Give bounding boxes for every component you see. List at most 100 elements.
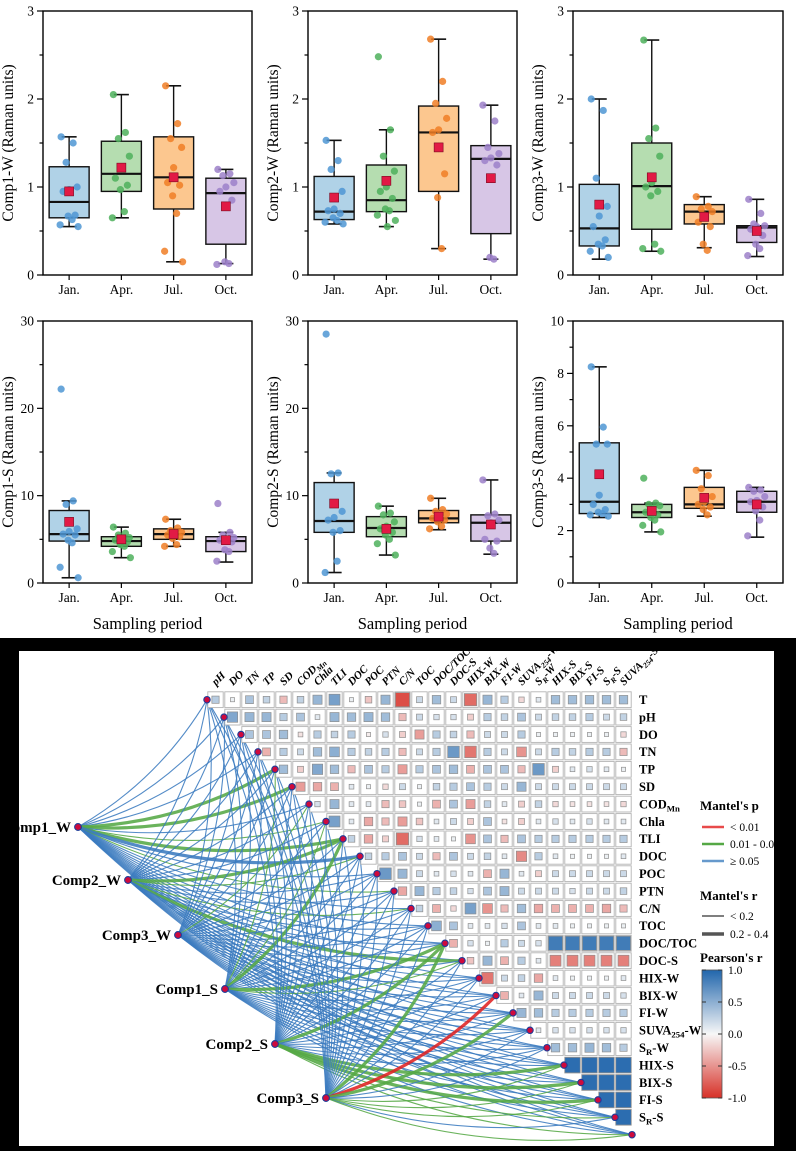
svg-text:1: 1 <box>292 180 299 195</box>
svg-text:Oct.: Oct. <box>214 282 237 297</box>
mantel-network-heatmap: pH DO TN TP SD CODMn Chla TLI DOC POC PTN C/N TOC DOC… <box>0 638 796 1151</box>
svg-text:Jul.: Jul. <box>695 282 714 297</box>
svg-text:2: 2 <box>557 523 564 538</box>
svg-text:BIX-S: BIX-S <box>639 1076 672 1090</box>
svg-text:2: 2 <box>557 92 564 107</box>
svg-text:Oct.: Oct. <box>745 282 768 297</box>
svg-text:SUVA254-S: SUVA254-S <box>618 645 663 690</box>
svg-text:Jul.: Jul. <box>164 282 183 297</box>
svg-text:Comp2_W: Comp2_W <box>52 873 121 889</box>
svg-text:30: 30 <box>21 314 35 329</box>
svg-text:< 0.01: < 0.01 <box>730 822 760 834</box>
svg-text:Mantel's r: Mantel's r <box>700 888 758 903</box>
svg-text:0: 0 <box>292 576 299 591</box>
svg-text:Comp1-S (Raman units): Comp1-S (Raman units) <box>0 376 17 528</box>
svg-text:2: 2 <box>292 92 299 107</box>
svg-text:10: 10 <box>551 314 565 329</box>
svg-text:Jan.: Jan. <box>589 590 610 605</box>
svg-text:PTN: PTN <box>639 884 664 898</box>
svg-text:Mantel's p: Mantel's p <box>700 798 759 813</box>
svg-text:HIX-S: HIX-S <box>639 1058 674 1072</box>
svg-text:30: 30 <box>286 314 300 329</box>
boxplot-comp2-s: 0 10 20 30 Jan. Apr. Jul. Oct. Comp2-S (Raman un… <box>265 314 518 633</box>
svg-text:TLI: TLI <box>639 832 661 846</box>
svg-text:FI-W: FI-W <box>639 1006 669 1020</box>
svg-text:SR-W: SR-W <box>639 1041 669 1057</box>
svg-text:DO: DO <box>639 728 658 742</box>
svg-text:Jul.: Jul. <box>164 590 183 605</box>
svg-text:Oct.: Oct. <box>745 590 768 605</box>
svg-text:≥ 0.05: ≥ 0.05 <box>730 856 760 868</box>
svg-text:Oct.: Oct. <box>479 282 502 297</box>
svg-text:SD: SD <box>639 780 655 794</box>
svg-text:0: 0 <box>557 576 564 591</box>
boxplot-comp1-s: 0 10 20 30 Jan. Apr. Jul. Oct. Comp1-S (Raman un… <box>0 314 253 633</box>
svg-text:0.2 - 0.4: 0.2 - 0.4 <box>730 929 769 941</box>
svg-text:Sampling period: Sampling period <box>358 614 468 633</box>
svg-text:Jan.: Jan. <box>323 282 344 297</box>
svg-text:Apr.: Apr. <box>110 282 134 297</box>
svg-text:1: 1 <box>27 180 34 195</box>
svg-text:Comp3-S (Raman units): Comp3-S (Raman units) <box>530 376 547 528</box>
svg-text:T: T <box>639 693 648 707</box>
svg-text:-1.0: -1.0 <box>728 1093 746 1105</box>
svg-text:0.0: 0.0 <box>728 1029 743 1041</box>
svg-text:6: 6 <box>557 418 564 433</box>
svg-text:Comp1_W: Comp1_W <box>2 820 71 836</box>
svg-text:0.5: 0.5 <box>728 997 743 1009</box>
svg-text:0.01 - 0.05: 0.01 - 0.05 <box>730 839 780 851</box>
svg-text:Oct.: Oct. <box>479 590 502 605</box>
svg-text:Comp2_S: Comp2_S <box>205 1037 268 1053</box>
svg-text:3: 3 <box>292 4 299 19</box>
svg-text:< 0.2: < 0.2 <box>730 911 754 923</box>
svg-text:HIX-W: HIX-W <box>639 971 680 985</box>
svg-text:Comp3_W: Comp3_W <box>102 928 171 944</box>
svg-text:TN: TN <box>639 745 656 759</box>
boxplot-section: 0 1 2 3 Jan. Apr. Jul. Oct. Comp1-W (Raman units… <box>0 4 784 633</box>
svg-text:FI-S: FI-S <box>639 1093 663 1107</box>
svg-text:TOC: TOC <box>639 919 666 933</box>
svg-text:C/N: C/N <box>639 902 661 916</box>
svg-text:Jan.: Jan. <box>58 282 79 297</box>
svg-text:Sampling period: Sampling period <box>93 614 203 633</box>
svg-text:Apr.: Apr. <box>640 590 664 605</box>
svg-text:Chla: Chla <box>639 815 665 829</box>
boxplot-comp3-w: 0 1 2 3 Jan. Apr. Jul. Oct. Comp3-W (Raman units… <box>530 4 784 297</box>
svg-text:Comp2-W (Raman units): Comp2-W (Raman units) <box>265 64 282 221</box>
svg-text:3: 3 <box>557 4 564 19</box>
svg-text:Apr.: Apr. <box>375 282 399 297</box>
svg-text:TP: TP <box>639 763 655 777</box>
svg-text:POC: POC <box>639 867 665 881</box>
boxplot-comp2-w: 0 1 2 3 Jan. Apr. Jul. Oct. Comp2-W (Raman units… <box>265 4 518 297</box>
svg-text:Comp1-W (Raman units): Comp1-W (Raman units) <box>0 64 17 221</box>
mantel-section: pH DO TN TP SD CODMn Chla TLI DOC POC PTN C/N TOC DOC… <box>0 638 796 1151</box>
svg-text:Jan.: Jan. <box>58 590 79 605</box>
svg-text:DOC: DOC <box>639 850 667 864</box>
svg-text:Comp3-W (Raman units): Comp3-W (Raman units) <box>530 64 547 221</box>
svg-text:8: 8 <box>557 366 564 381</box>
svg-text:3: 3 <box>27 4 34 19</box>
svg-text:0: 0 <box>557 268 564 283</box>
svg-text:-0.5: -0.5 <box>728 1061 746 1073</box>
svg-text:Comp2-S (Raman units): Comp2-S (Raman units) <box>265 376 282 528</box>
svg-text:Oct.: Oct. <box>214 590 237 605</box>
svg-text:10: 10 <box>286 488 300 503</box>
svg-text:SUVA254-W: SUVA254-W <box>639 1024 702 1040</box>
svg-text:pH: pH <box>639 710 656 724</box>
svg-text:0: 0 <box>292 268 299 283</box>
svg-text:2: 2 <box>27 92 34 107</box>
svg-text:Jan.: Jan. <box>323 590 344 605</box>
svg-text:Apr.: Apr. <box>110 590 134 605</box>
svg-text:Jan.: Jan. <box>589 282 610 297</box>
boxplot-comp3-s: 0 2 4 6 8 10 Jan. Apr. Jul. Oct. Comp3-S (Raman un… <box>530 314 784 633</box>
svg-text:Comp3_S: Comp3_S <box>256 1091 319 1107</box>
svg-text:0: 0 <box>27 268 34 283</box>
svg-text:0: 0 <box>27 576 34 591</box>
svg-text:20: 20 <box>21 401 35 416</box>
svg-text:20: 20 <box>286 401 300 416</box>
svg-text:Sampling period: Sampling period <box>623 614 733 633</box>
svg-text:DOC-S: DOC-S <box>639 954 678 968</box>
svg-text:Pearson's r: Pearson's r <box>700 950 763 965</box>
svg-text:Comp1_S: Comp1_S <box>155 982 218 998</box>
